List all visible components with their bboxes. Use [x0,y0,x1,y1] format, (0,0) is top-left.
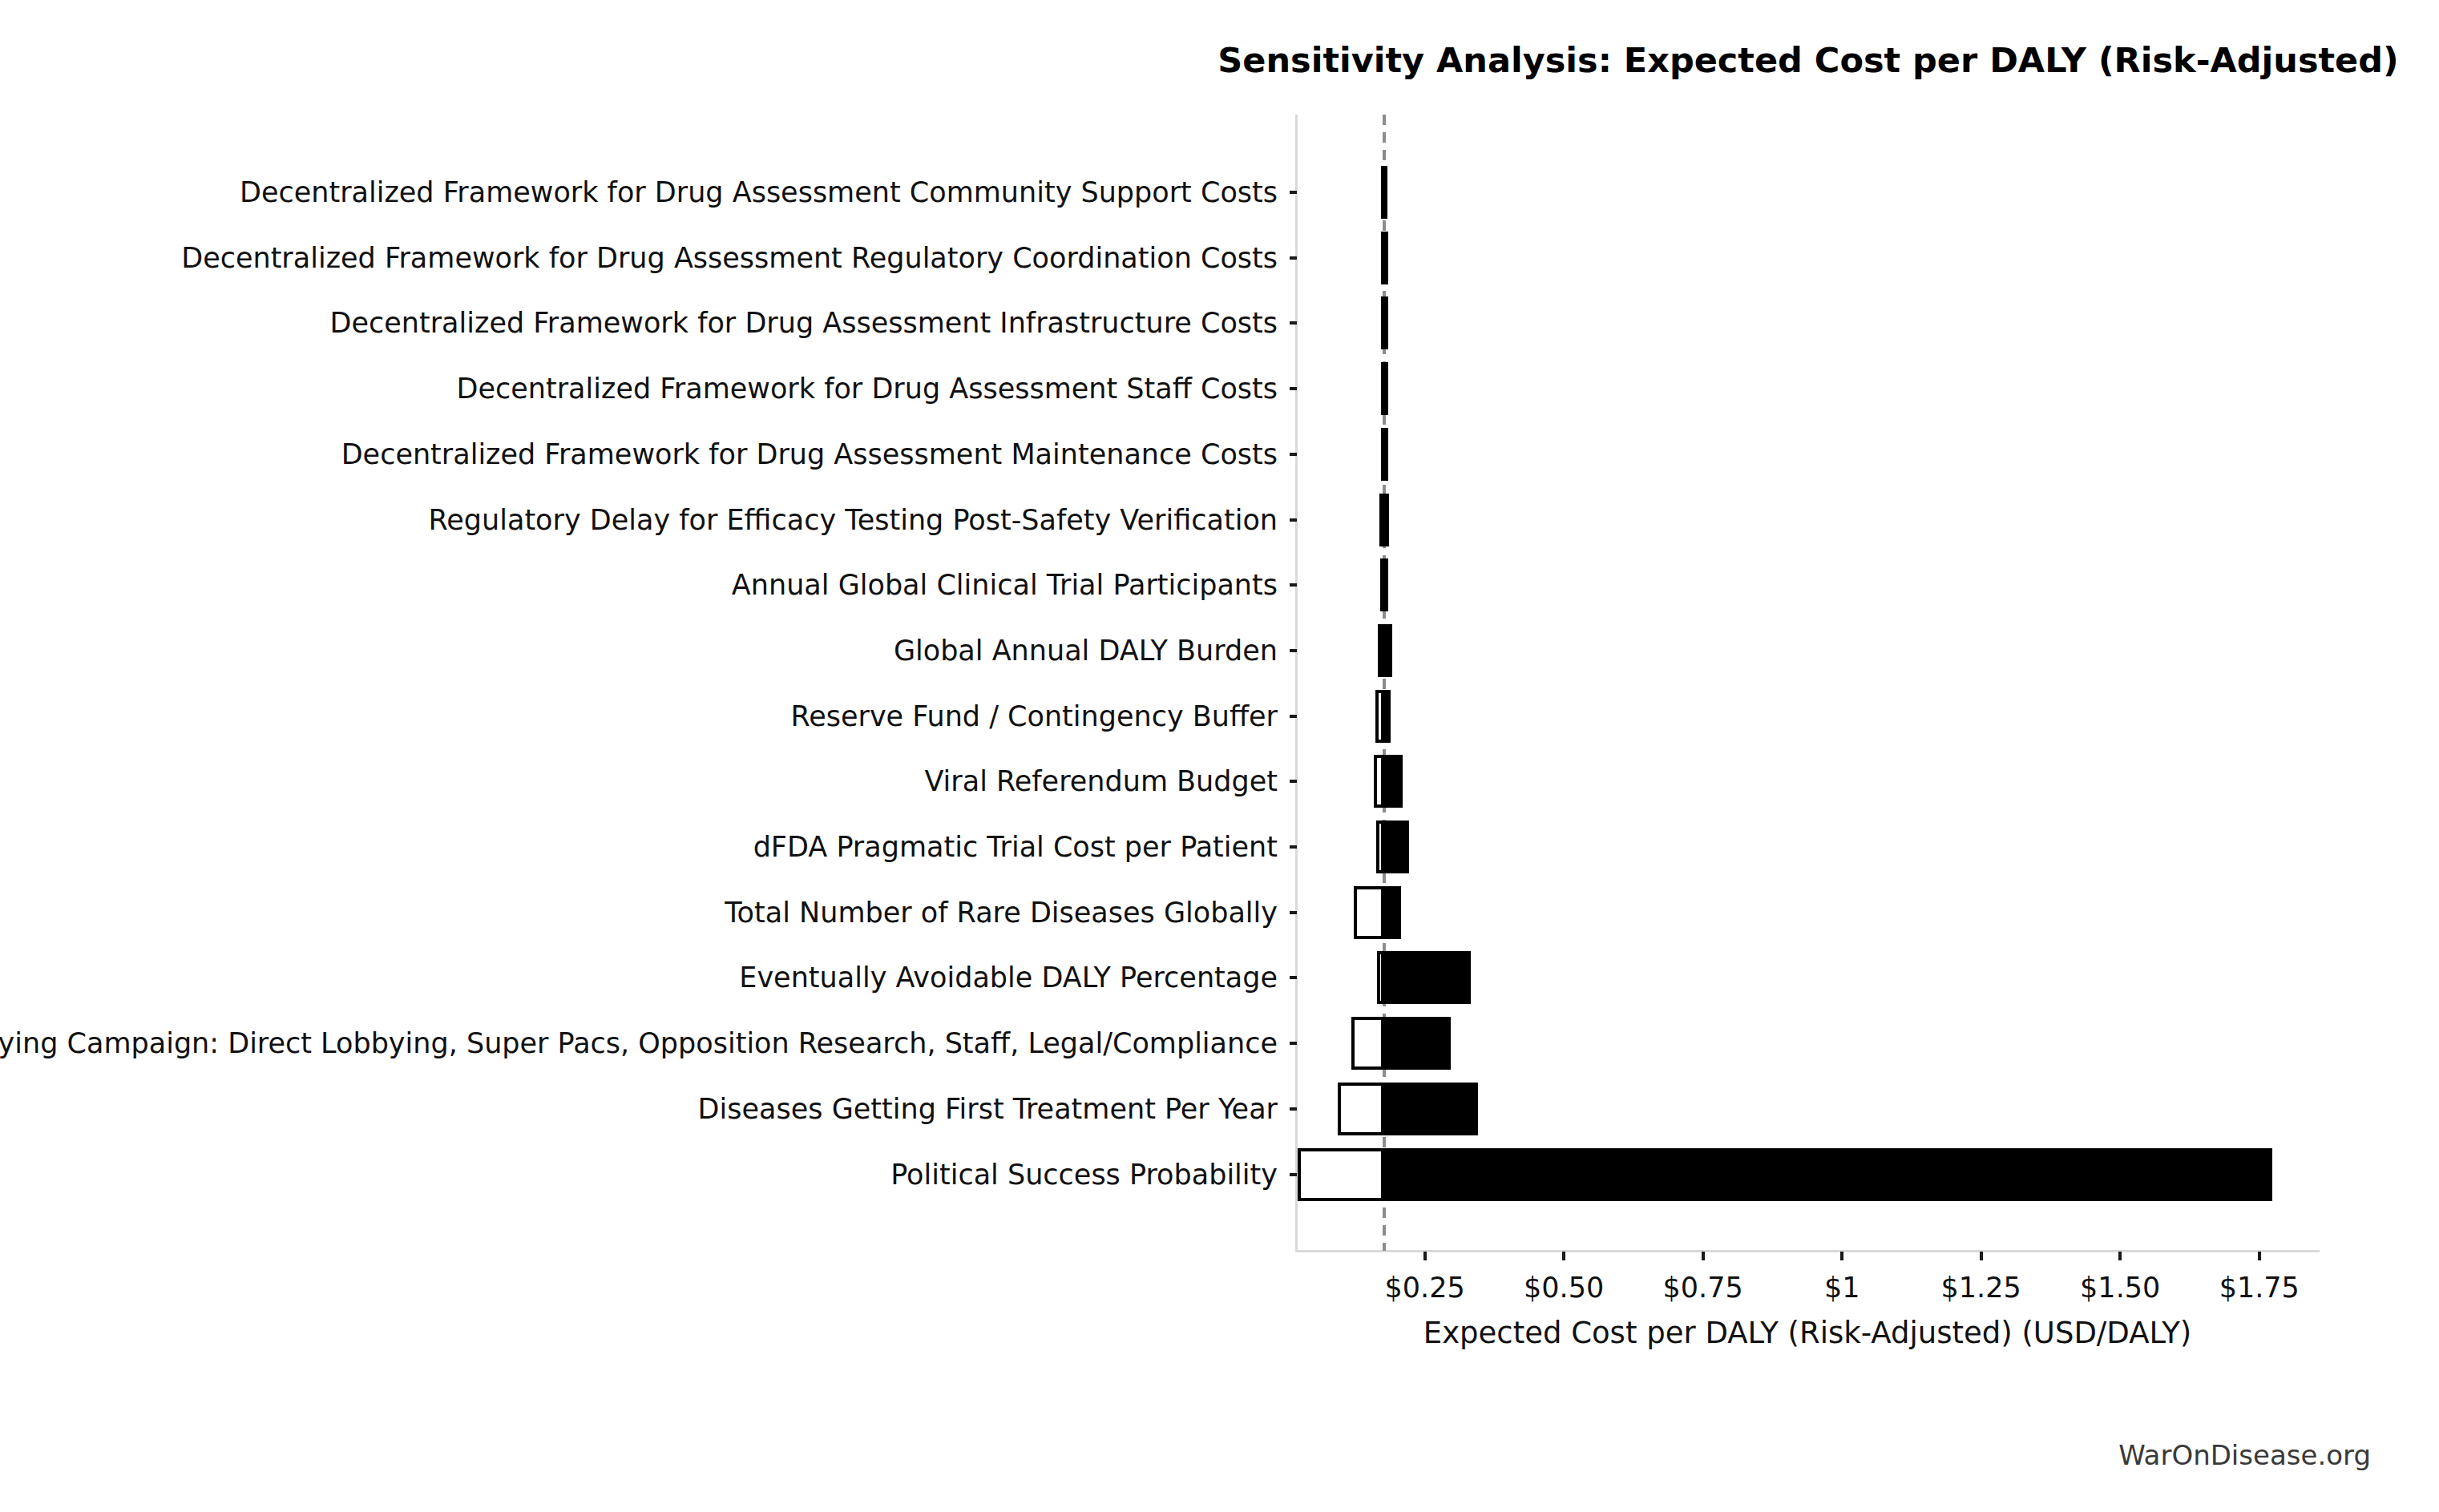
y-tick-mark [1290,1107,1297,1111]
low-scenario-bar [1338,1083,1385,1135]
y-tick-mark [1290,649,1297,652]
y-tick-mark [1290,715,1297,718]
category-label: dFDA Pragmatic Trial Cost per Patient [753,830,1278,864]
high-scenario-bar [1383,558,1388,611]
chart-title: Sensitivity Analysis: Expected Cost per … [1167,40,2439,80]
high-scenario-bar [1383,624,1391,677]
y-tick-mark [1290,1042,1297,1045]
x-tick-label: $1.50 [2048,1271,2192,1304]
y-tick-mark [1290,453,1297,456]
x-tick-label: $1.75 [2187,1271,2332,1304]
y-tick-mark [1290,976,1297,979]
y-tick-mark [1290,256,1297,260]
y-axis-spine [1295,115,1298,1252]
category-label: Eventually Avoidable DALY Percentage [739,961,1278,994]
low-scenario-bar [1298,1148,1385,1201]
high-scenario-bar [1383,296,1387,349]
high-scenario-bar [1383,886,1401,939]
y-tick-mark [1290,1173,1297,1176]
category-label: Annual Global Clinical Trial Participant… [732,568,1278,602]
category-label: Decentralized Framework for Drug Assessm… [457,372,1278,405]
category-label: Diseases Getting First Treatment Per Yea… [698,1092,1278,1126]
high-scenario-bar [1383,428,1388,481]
y-tick-mark [1290,321,1297,325]
footer-watermark: WarOnDisease.org [2118,1439,2371,1471]
high-scenario-bar [1383,1083,1478,1135]
high-scenario-bar [1383,362,1388,415]
low-scenario-bar [1351,1017,1384,1070]
low-scenario-bar [1354,886,1385,939]
high-scenario-bar [1383,690,1391,743]
high-scenario-bar [1383,232,1387,284]
high-scenario-bar [1383,821,1409,873]
x-axis-spine [1295,1250,2320,1252]
y-tick-mark [1290,583,1297,587]
high-scenario-bar [1383,494,1389,546]
category-label: Total Number of Rare Diseases Globally [725,896,1278,929]
category-label: Global Annual DALY Burden [894,634,1278,667]
high-scenario-bar [1383,166,1387,219]
x-tick-label: $1.25 [1909,1271,2053,1304]
y-tick-mark [1290,780,1297,783]
category-label: Decentralized Framework for Drug Assessm… [240,175,1278,209]
y-tick-mark [1290,518,1297,522]
x-tick-mark [1423,1252,1427,1260]
x-tick-mark [1840,1252,1843,1260]
category-label: Decentralized Framework for Drug Assessm… [330,306,1278,340]
y-tick-mark [1290,911,1297,914]
x-tick-mark [2118,1252,2122,1260]
category-label: Political Success Probability [890,1158,1278,1191]
x-tick-mark [1562,1252,1565,1260]
x-tick-mark [1980,1252,1983,1260]
y-tick-mark [1290,387,1297,390]
x-tick-label: $0.50 [1492,1271,1636,1304]
high-scenario-bar [1383,1017,1450,1070]
x-tick-label: $1 [1770,1271,1914,1304]
y-tick-mark [1290,845,1297,849]
x-tick-label: $0.75 [1631,1271,1775,1304]
category-label: Regulatory Delay for Efficacy Testing Po… [429,503,1278,537]
high-scenario-bar [1383,951,1470,1004]
category-label: Decentralized Framework for Drug Assessm… [181,241,1278,275]
x-tick-mark [1702,1252,1705,1260]
baseline-dashed-line [1383,115,1386,1251]
category-label: Viral Referendum Budget [924,764,1278,798]
x-axis-label: Expected Cost per DALY (Risk-Adjusted) (… [1286,1316,2328,1351]
x-tick-mark [2258,1252,2261,1260]
high-scenario-bar [1383,1148,2271,1201]
category-label: Reserve Fund / Contingency Buffer [790,700,1278,733]
tornado-chart-figure: Sensitivity Analysis: Expected Cost per … [0,0,2439,1512]
y-tick-mark [1290,191,1297,194]
x-tick-label: $0.25 [1353,1271,1497,1304]
category-label: Political Lobbying Campaign: Direct Lobb… [0,1026,1278,1060]
high-scenario-bar [1383,755,1403,808]
category-label: Decentralized Framework for Drug Assessm… [341,437,1278,471]
